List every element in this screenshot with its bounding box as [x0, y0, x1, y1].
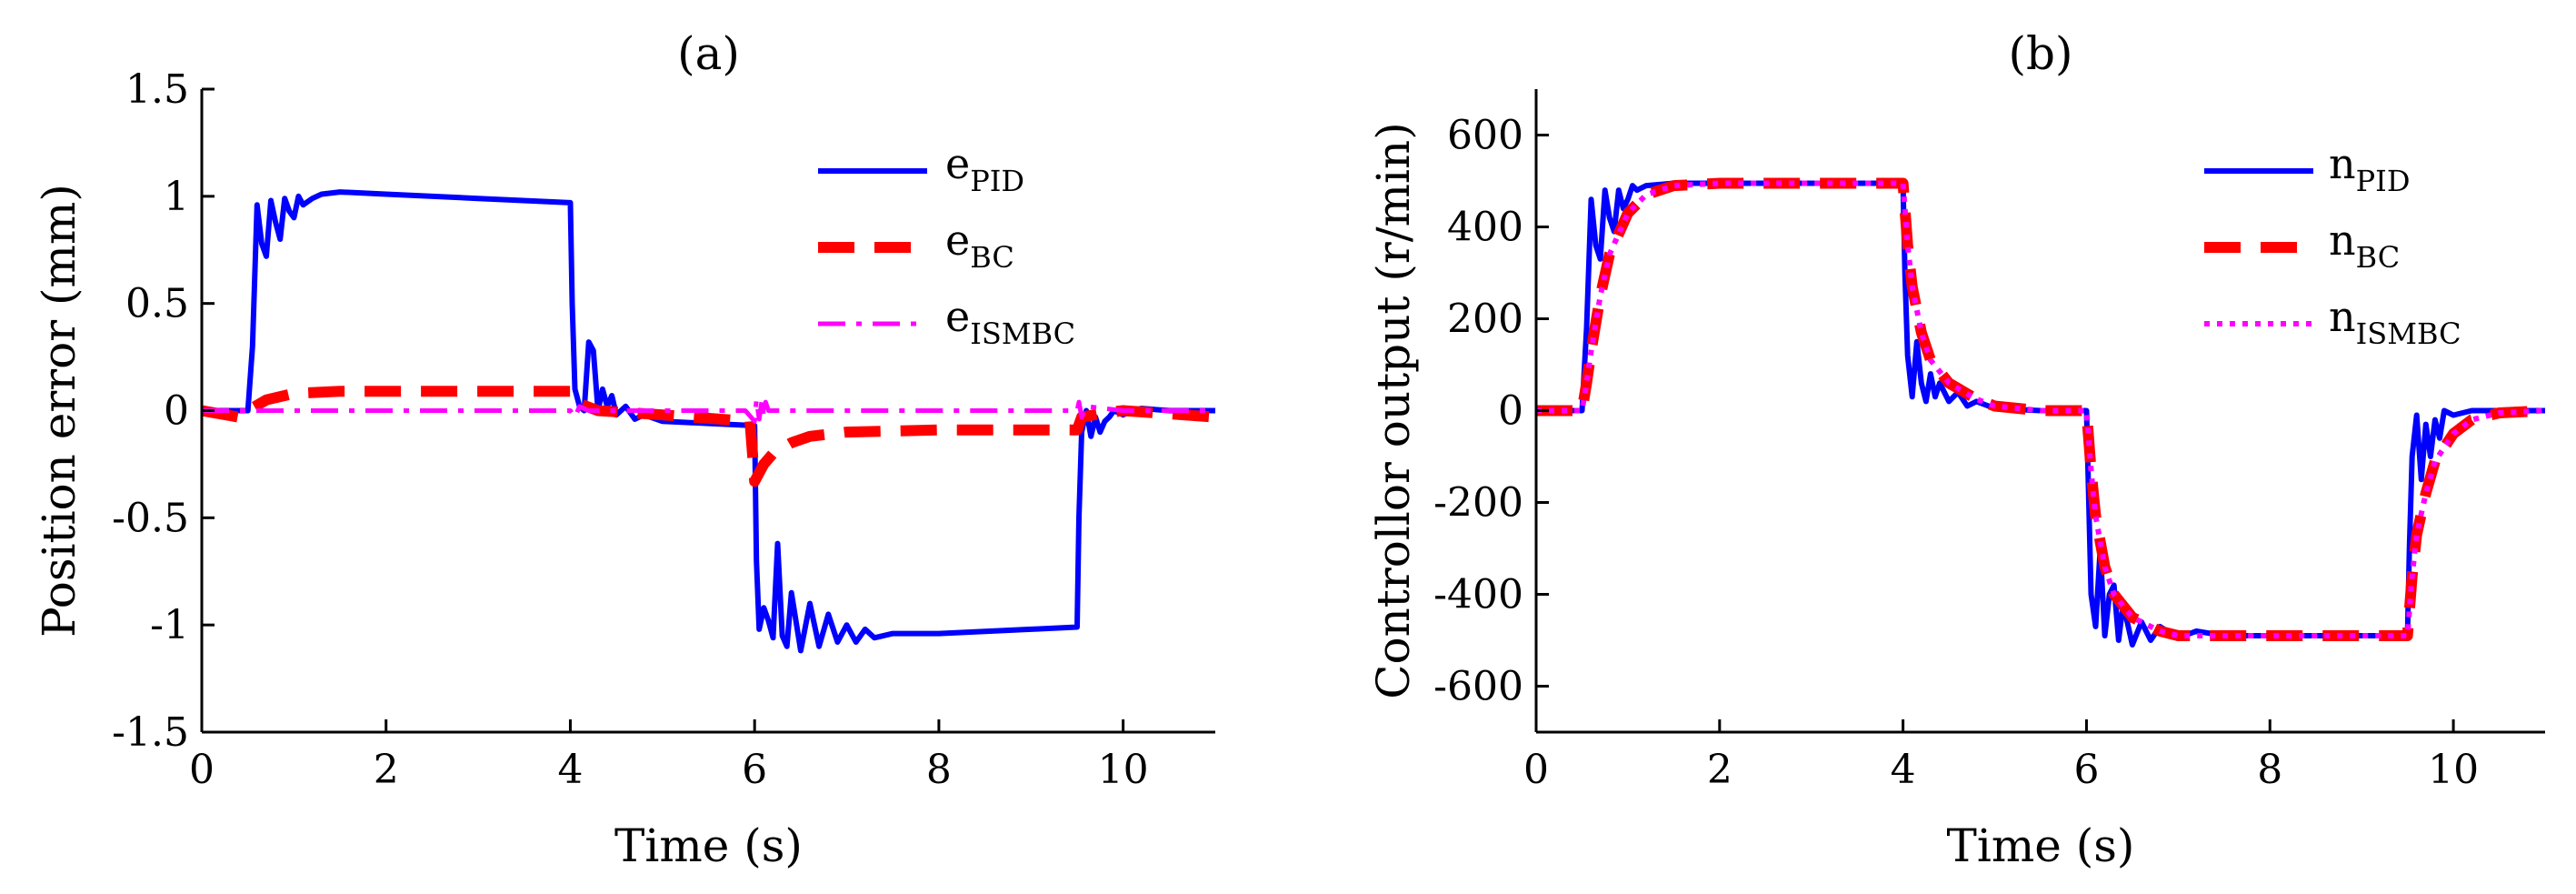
- y-tick-label: 600: [1447, 113, 1523, 159]
- x-tick-label: 8: [2257, 747, 2282, 793]
- y-tick-label: -600: [1433, 664, 1523, 710]
- x-tick-label: 0: [1523, 747, 1549, 793]
- y-tick-label: 0: [1498, 388, 1523, 435]
- y-tick-label: 0.5: [125, 281, 189, 327]
- chart-title: (a): [677, 27, 740, 80]
- x-axis-label: Time (s): [1947, 819, 2135, 872]
- series-line-bc: [202, 386, 1215, 487]
- x-tick-label: 4: [1891, 747, 1916, 793]
- legend-label-ismbc: nISMBC: [2329, 292, 2461, 351]
- legend-label-bc: nBC: [2329, 216, 2400, 275]
- chart-panel-0: (a) 0 2 4 6 8 10 -1.5 -1 -0.5 0 0.5 1 1.5 Time (s) Posi…: [33, 27, 1215, 872]
- legend-label-pid: nPID: [2329, 139, 2410, 198]
- x-tick-label: 8: [926, 747, 952, 793]
- x-tick-label: 2: [1707, 747, 1732, 793]
- y-tick-label: -0.5: [112, 495, 189, 541]
- legend-label-bc: eBC: [945, 216, 1014, 275]
- y-tick-label: 0: [164, 388, 189, 435]
- x-axis-label: Time (s): [614, 819, 803, 872]
- series-line-bc: [1536, 177, 2545, 641]
- y-tick-label: 200: [1447, 296, 1523, 343]
- y-tick-label: -200: [1433, 480, 1523, 527]
- legend-label-ismbc: eISMBC: [945, 292, 1075, 351]
- legend: nPID nBC nISMBC: [2204, 139, 2461, 351]
- y-tick-label: 400: [1447, 205, 1523, 251]
- x-tick-label: 0: [189, 747, 215, 793]
- chart-panel-1: (b) 0 2 4 6 8 10 -600 -400 -200 0 200 400 600 Time (s)…: [1367, 27, 2545, 872]
- y-axis-label: Position error (mm): [33, 184, 85, 638]
- x-tick-label: 6: [742, 747, 767, 793]
- y-tick-label: -1.5: [112, 709, 189, 756]
- x-tick-label: 4: [557, 747, 583, 793]
- y-tick-label: -1: [150, 602, 189, 648]
- x-tick-label: 6: [2073, 747, 2099, 793]
- y-tick-label: 1.5: [125, 66, 189, 113]
- y-tick-label: 1: [164, 174, 189, 220]
- x-tick-label: 10: [2428, 747, 2479, 793]
- legend-label-pid: ePID: [945, 139, 1024, 198]
- series-line-ismbc: [202, 397, 1215, 424]
- y-tick-label: -400: [1433, 572, 1523, 618]
- x-tick-label: 2: [374, 747, 399, 793]
- legend: ePID eBC eISMBC: [818, 139, 1075, 351]
- x-tick-label: 10: [1098, 747, 1149, 793]
- y-axis-label: Controllor output (r/min): [1367, 122, 1420, 699]
- chart-title: (b): [2008, 27, 2072, 80]
